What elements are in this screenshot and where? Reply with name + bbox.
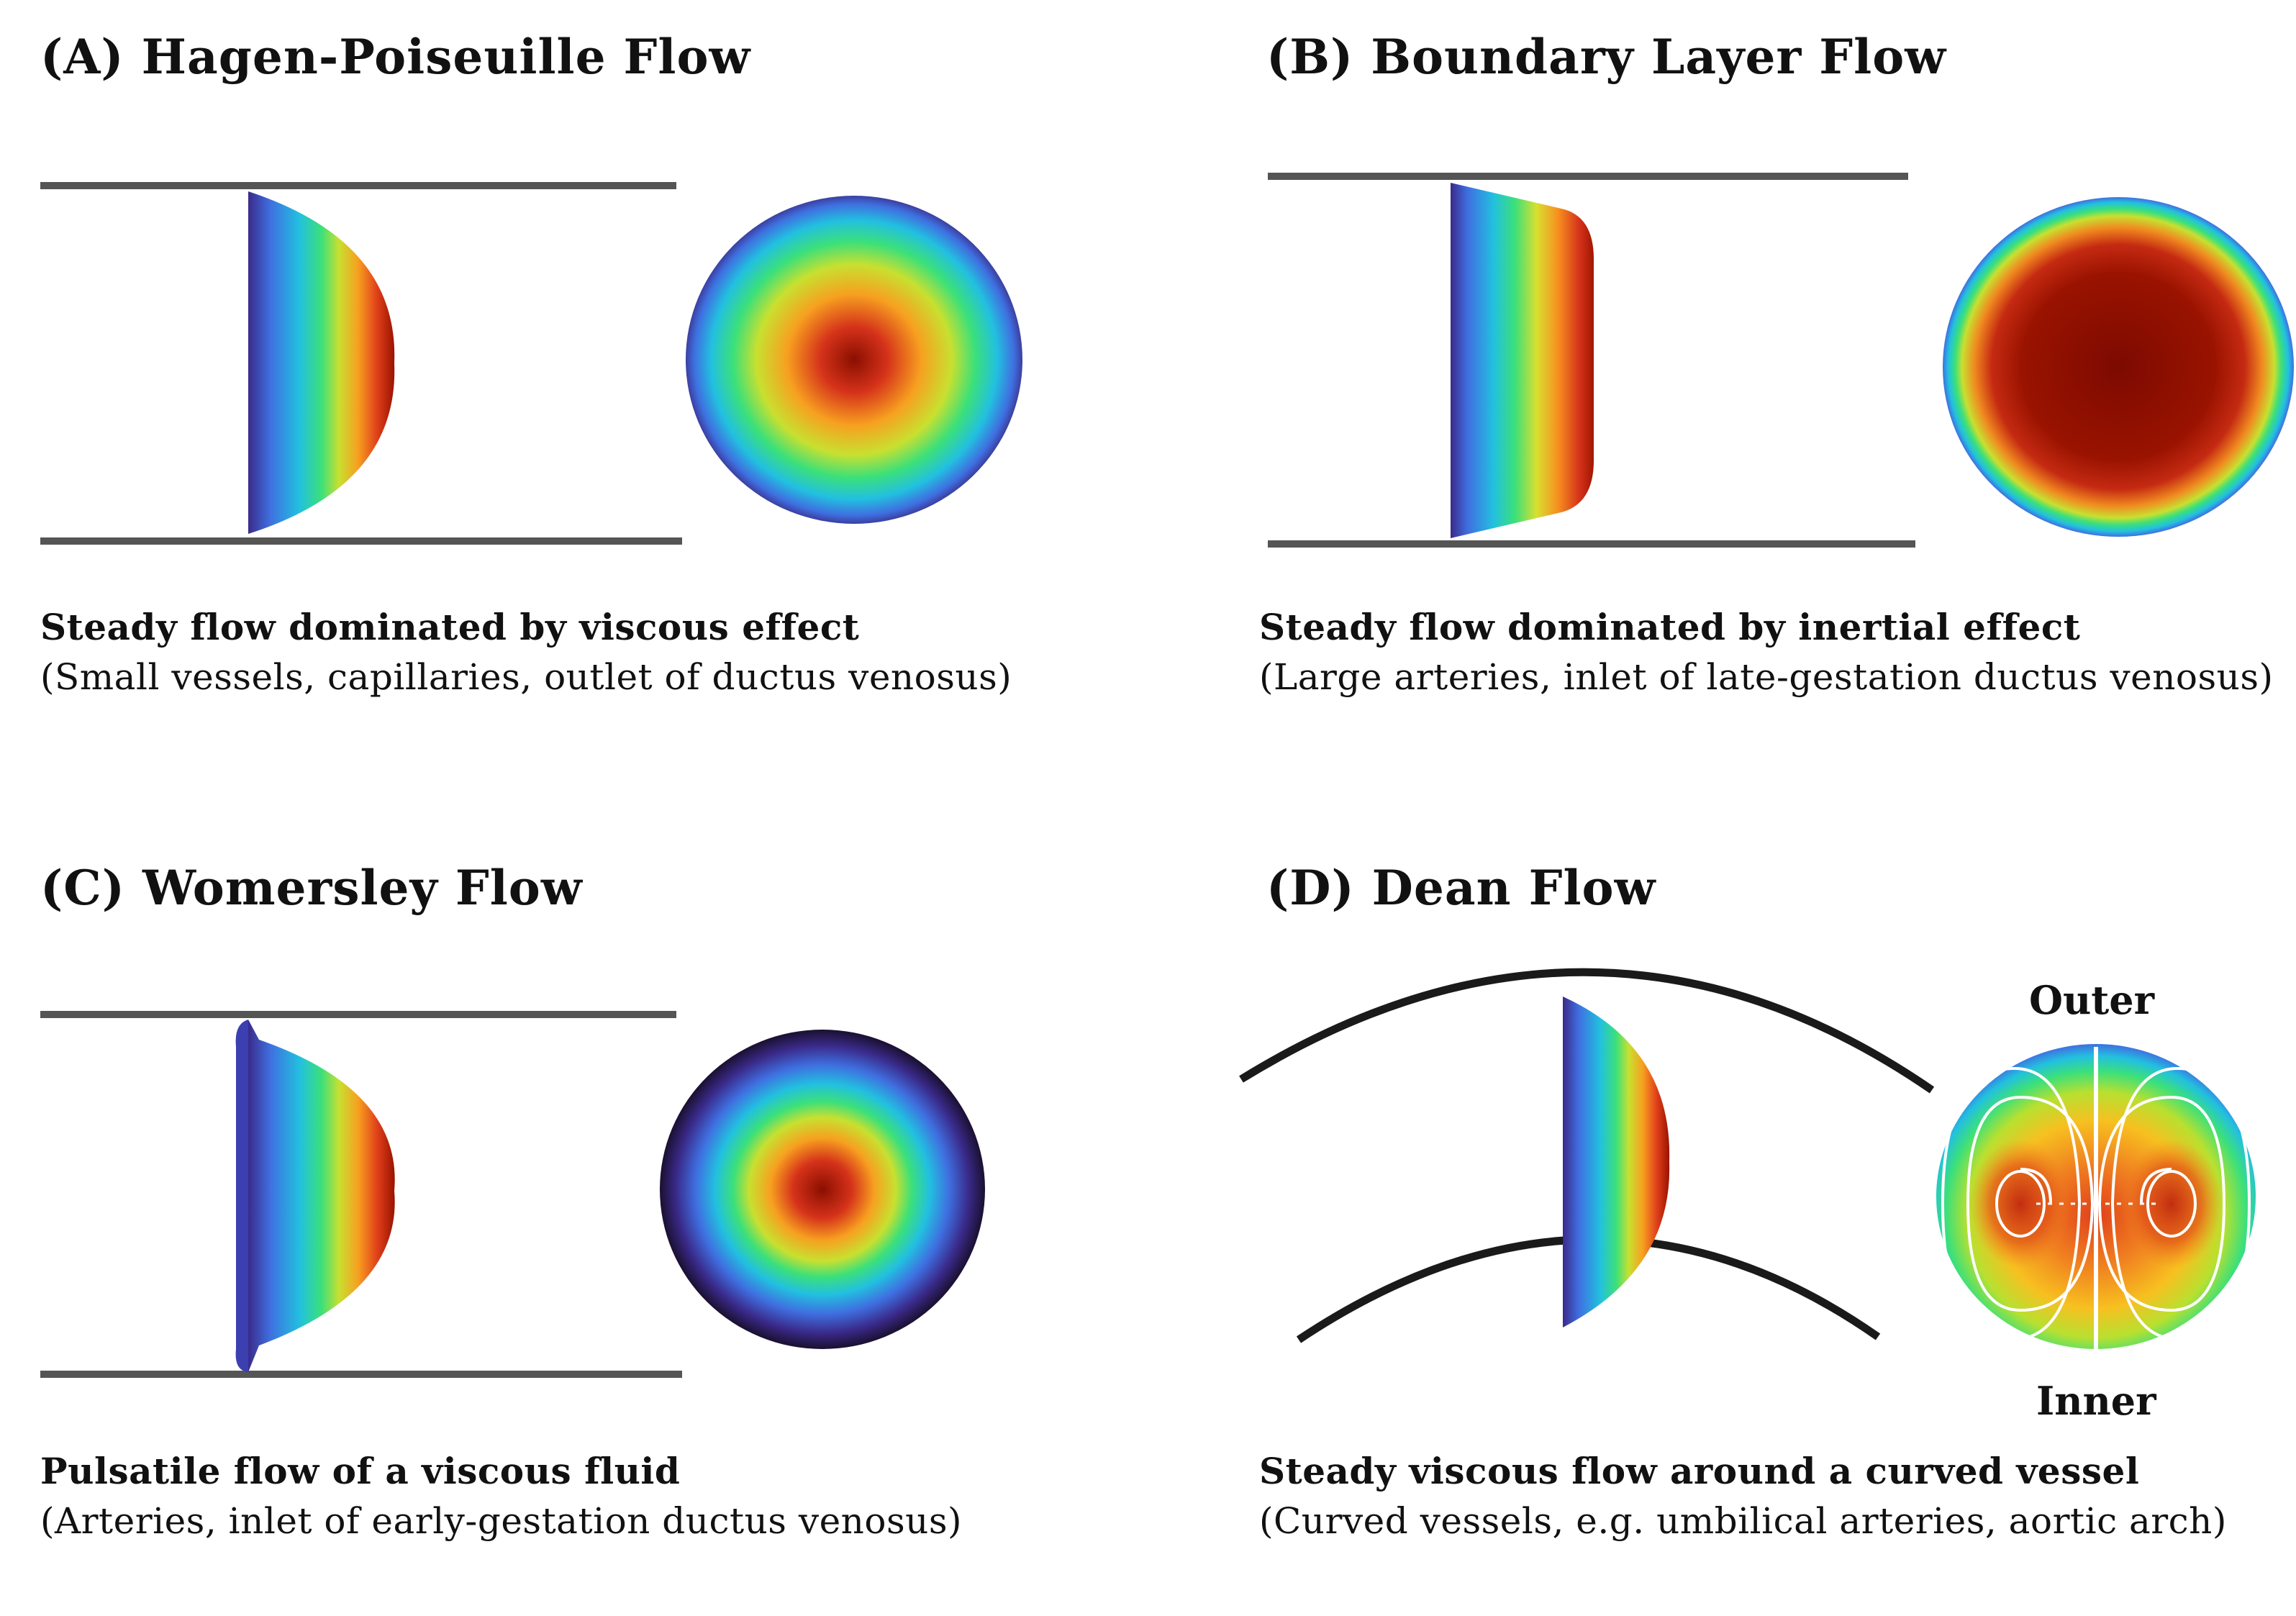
cross-section-womersley [660,1030,985,1349]
panel-c-caption-bold: Pulsatile flow of a viscous fluid [40,1450,681,1492]
dean-streamlines [1941,1066,2251,1341]
panel-a-diagram [40,182,1022,545]
panel-b-diagram [1268,173,2294,548]
panel-d: (D) Dean Flow Steady viscous flow around… [1223,831,2296,1616]
panel-a-caption-bold: Steady flow dominated by viscous effect [40,606,860,648]
cross-section-dean [1936,1044,2256,1349]
label-inner-text: Inner [2036,1378,2156,1424]
womersley-velocity-profile [248,1020,395,1372]
panel-b: (B) Boundary Layer Flow Steady flow domi… [1223,0,2296,785]
panel-d-caption: (Curved vessels, e.g. umbilical arteries… [1259,1500,2227,1542]
panel-c-title: (C) Womersley Flow [40,860,583,916]
panel-c-caption: (Arteries, inlet of early-gestation duct… [40,1500,962,1542]
panel-b-title: (B) Boundary Layer Flow [1266,29,1947,85]
panel-b-caption: (Large arteries, inlet of late-gestation… [1259,656,2274,698]
dean-velocity-profile [1563,997,1670,1327]
panel-b-caption-bold: Steady flow dominated by inertial effect [1259,606,2081,648]
curved-wall-outer [1239,968,1935,1094]
panel-a-caption: (Small vessels, capillaries, outlet of d… [40,656,1012,698]
womersley-wall-layer [235,1020,248,1372]
panel-d-caption-bold: Steady viscous flow around a curved vess… [1259,1450,2140,1492]
cross-section-blunt [1943,197,2294,537]
parabolic-velocity-profile [248,191,395,534]
panel-c: (C) Womersley Flow Pulsatile flow of a v… [0,831,1148,1616]
panel-a: (A) Hagen-Poiseuille Flow Steady flow do… [0,0,1148,785]
panel-d-title: (D) Dean Flow [1266,860,1656,916]
blunt-velocity-profile [1451,183,1594,538]
cross-section-parabolic [686,196,1022,524]
panel-c-diagram [40,1011,985,1378]
panel-a-title: (A) Hagen-Poiseuille Flow [40,29,751,85]
panel-d-diagram [1239,968,2256,1349]
label-outer-text: Outer [2029,977,2155,1023]
